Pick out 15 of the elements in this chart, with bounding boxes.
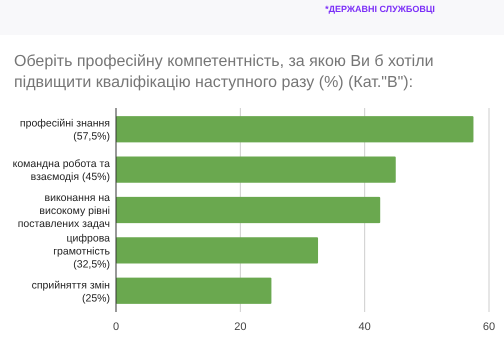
text: *ДЕРЖАВНІ СЛУЖБОВЦІ (325, 4, 435, 14)
x-tick-label: 60 (482, 321, 496, 333)
bar (116, 278, 272, 304)
y-tick-label: професійні знання (57,5%) (20, 118, 110, 143)
y-tick-label: цифрова грамотність (32,5%) (53, 232, 111, 270)
x-tick-label: 20 (234, 321, 246, 333)
bar (116, 237, 318, 264)
y-tick-label: сприйняття змін (25%) (32, 279, 110, 304)
x-tick-label: 0 (112, 321, 120, 333)
y-tick-label: командна робота та взаємодія (45%) (12, 158, 110, 184)
chart-title: Оберіть професійну компетентність, за якою Ви б хотіли підвищити кваліфікацію наступного разу (%) (Кат."В"): (14, 53, 434, 91)
bar (116, 196, 380, 224)
bar (116, 116, 474, 142)
bar (116, 156, 396, 183)
x-tick-label: 40 (358, 321, 371, 333)
